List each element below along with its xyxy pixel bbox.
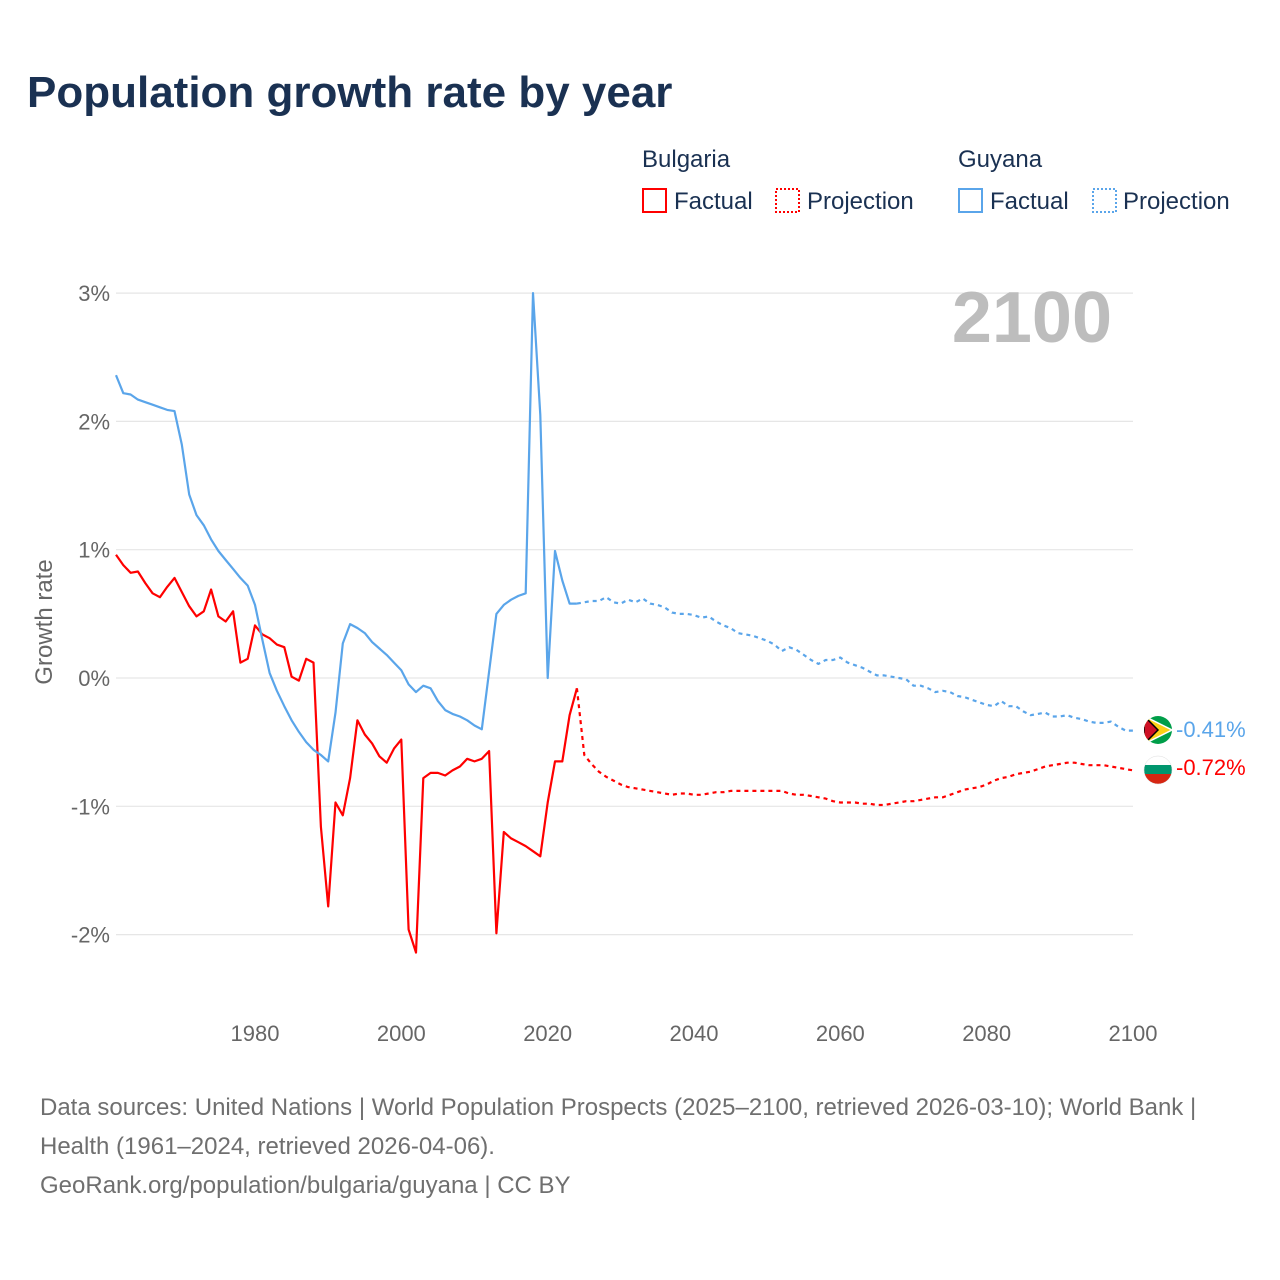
y-axis: 3% 2% 1% 0% -1% -2% (71, 281, 110, 948)
y-tick-label: 0% (78, 666, 110, 691)
x-tick-label: 2000 (377, 1021, 426, 1046)
x-axis: 1980 2000 2020 2040 2060 2080 2100 (231, 1021, 1158, 1046)
guyana-projection-line (576, 596, 1133, 732)
legend-item-bulgaria-factual[interactable]: Factual (674, 188, 753, 215)
y-tick-label: 2% (78, 409, 110, 434)
x-tick-label: 1980 (231, 1021, 280, 1046)
x-tick-label: 2060 (816, 1021, 865, 1046)
legend-swatch-guyana-projection (1092, 188, 1117, 213)
y-tick-label: 3% (78, 281, 110, 306)
sources: Data sources: United Nations | World Pop… (40, 1088, 1240, 1205)
bulgaria-factual-line (115, 554, 578, 954)
legend-swatch-guyana-factual (958, 188, 983, 213)
legend-group-bulgaria: Bulgaria (642, 146, 731, 173)
legend-swatch-bulgaria-projection (775, 188, 800, 213)
x-tick-label: 2080 (962, 1021, 1011, 1046)
grid (116, 292, 1133, 936)
legend[interactable]: Bulgaria Factual Projection Guyana Factu… (642, 146, 1230, 215)
y-tick-label: -1% (71, 794, 110, 819)
x-tick-label: 2020 (523, 1021, 572, 1046)
y-axis-label: Growth rate (31, 559, 58, 684)
x-tick-label: 2040 (670, 1021, 719, 1046)
bulgaria-end-value: -0.72% (1176, 755, 1246, 780)
bulgaria-flag-icon (1143, 755, 1173, 785)
guyana-factual-line (114, 292, 577, 763)
legend-item-guyana-projection[interactable]: Projection (1123, 188, 1230, 215)
legend-group-guyana: Guyana (958, 146, 1043, 173)
legend-item-guyana-factual[interactable]: Factual (990, 188, 1069, 215)
y-tick-label: 1% (78, 538, 110, 563)
year-label: 2100 (952, 278, 1112, 358)
bulgaria-projection-line (575, 688, 1134, 807)
chart-title: Population growth rate by year (27, 68, 673, 117)
legend-item-bulgaria-projection[interactable]: Projection (807, 188, 914, 215)
y-tick-label: -2% (71, 923, 110, 948)
attribution-link[interactable]: GeoRank.org/population/bulgaria/guyana |… (40, 1172, 571, 1199)
sources-text: Data sources: United Nations | World Pop… (40, 1094, 1197, 1160)
x-tick-label: 2100 (1109, 1021, 1158, 1046)
legend-swatch-bulgaria-factual (642, 188, 667, 213)
guyana-flag-icon (1144, 716, 1172, 744)
guyana-end-value: -0.41% (1176, 717, 1246, 742)
series (114, 292, 1134, 954)
